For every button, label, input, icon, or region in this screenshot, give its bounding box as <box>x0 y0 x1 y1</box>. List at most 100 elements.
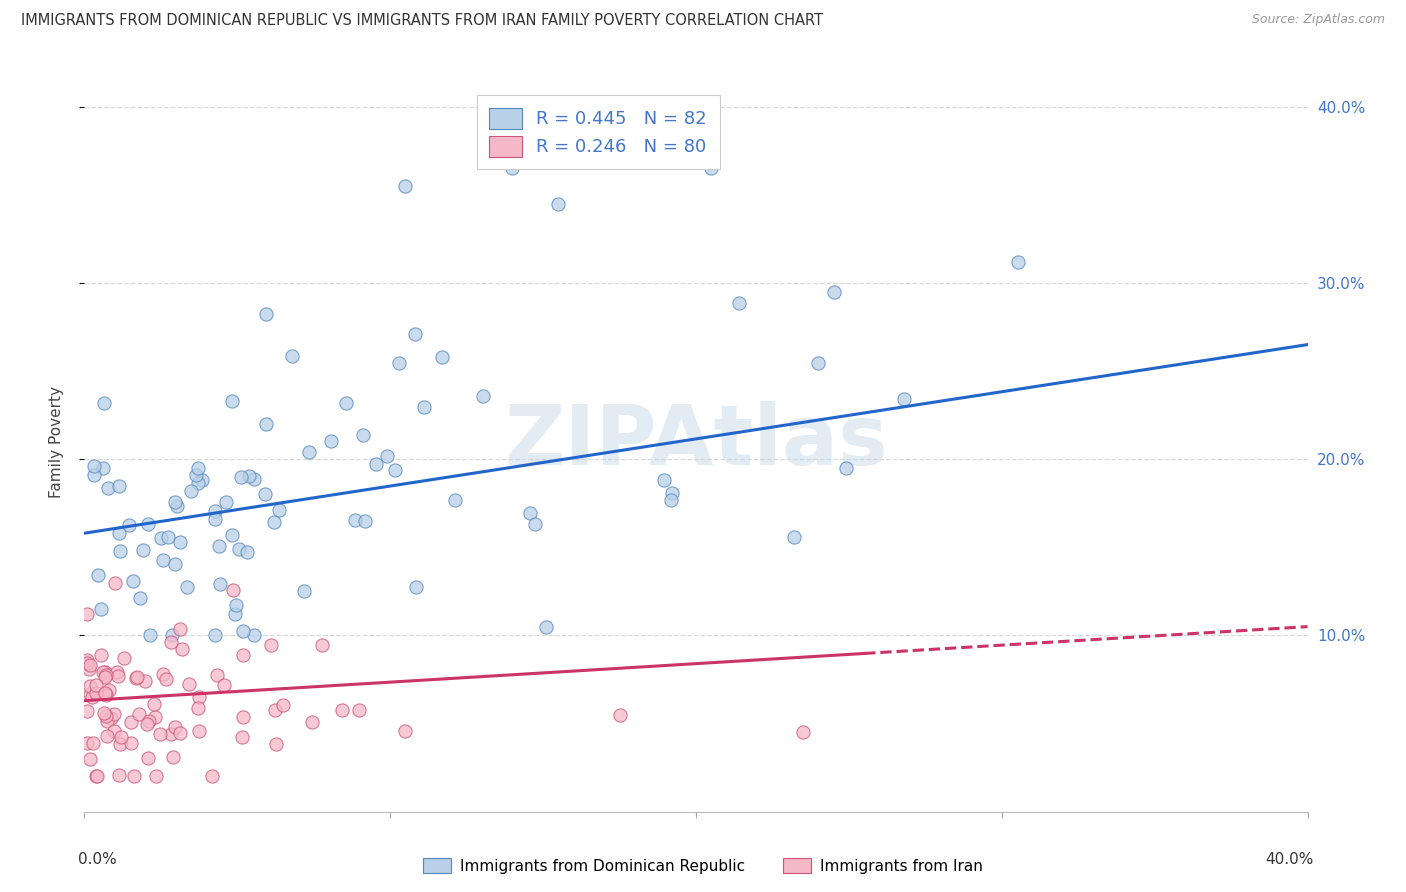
Point <box>76 736 98 750</box>
Point <box>110 543 132 558</box>
Point <box>352 428 374 442</box>
Point <box>149 531 172 545</box>
Point <box>224 607 246 622</box>
Point <box>108 767 131 781</box>
Point <box>432 351 454 365</box>
Point <box>103 707 125 722</box>
Point <box>180 484 202 499</box>
Text: 40.0%: 40.0% <box>1265 853 1313 867</box>
Legend: Immigrants from Dominican Republic, Immigrants from Iran: Immigrants from Dominican Republic, Immi… <box>418 852 988 880</box>
Point <box>301 715 323 730</box>
Point <box>162 750 184 764</box>
Point <box>221 393 243 408</box>
Legend: R = 0.445   N = 82, R = 0.246   N = 80: R = 0.445 N = 82, R = 0.246 N = 80 <box>477 95 720 169</box>
Point <box>120 714 142 729</box>
Point <box>156 530 179 544</box>
Point <box>229 470 252 484</box>
Point <box>394 724 416 739</box>
Point <box>292 583 315 598</box>
Point <box>86 769 108 783</box>
Point <box>83 468 105 483</box>
Point <box>176 580 198 594</box>
Point <box>659 492 682 507</box>
Point <box>82 690 104 705</box>
Point <box>104 575 127 590</box>
Point <box>204 512 226 526</box>
Point <box>404 327 426 342</box>
Point <box>105 665 128 679</box>
Point <box>263 515 285 529</box>
Y-axis label: Family Poverty: Family Poverty <box>49 385 63 498</box>
Text: Source: ZipAtlas.com: Source: ZipAtlas.com <box>1251 13 1385 27</box>
Point <box>160 628 183 642</box>
Point <box>93 396 115 410</box>
Point <box>143 710 166 724</box>
Point <box>652 473 675 487</box>
Point <box>91 665 114 679</box>
Point <box>84 769 107 783</box>
Point <box>124 769 146 783</box>
Point <box>232 624 254 638</box>
Point <box>128 707 150 722</box>
Point <box>319 434 342 449</box>
Point <box>135 717 157 731</box>
Point <box>169 622 191 636</box>
Point <box>112 651 135 665</box>
Point <box>207 539 229 553</box>
Point <box>155 672 177 686</box>
Text: IMMIGRANTS FROM DOMINICAN REPUBLIC VS IMMIGRANTS FROM IRAN FAMILY POVERTY CORREL: IMMIGRANTS FROM DOMINICAN REPUBLIC VS IM… <box>21 13 823 29</box>
Point <box>413 401 436 415</box>
Point <box>122 574 145 588</box>
Point <box>281 349 304 363</box>
Point <box>298 445 321 459</box>
Point <box>405 580 427 594</box>
Point <box>243 628 266 642</box>
Point <box>204 628 226 642</box>
Point <box>138 714 160 728</box>
Point <box>132 542 155 557</box>
Point <box>139 628 162 642</box>
Point <box>254 417 277 431</box>
Point <box>108 525 131 540</box>
Point <box>96 714 118 728</box>
Point <box>96 729 118 743</box>
Point <box>166 499 188 513</box>
Text: 0.0%: 0.0% <box>79 853 117 867</box>
Point <box>231 730 253 744</box>
Point <box>110 730 132 744</box>
Point <box>254 307 277 321</box>
Point <box>384 463 406 477</box>
Point <box>201 769 224 783</box>
Point <box>127 670 149 684</box>
Point <box>209 576 232 591</box>
Point <box>783 530 806 544</box>
Point <box>443 493 465 508</box>
Point <box>792 725 814 739</box>
Point <box>94 709 117 723</box>
Point <box>76 653 98 667</box>
Point <box>79 752 101 766</box>
Point <box>893 392 915 407</box>
Point <box>163 558 186 572</box>
Point <box>661 485 683 500</box>
Point <box>471 389 494 403</box>
Point <box>86 686 108 700</box>
Point <box>343 513 366 527</box>
Point <box>172 642 194 657</box>
Point <box>76 656 98 670</box>
Point <box>264 703 287 717</box>
Point <box>94 670 117 684</box>
Point <box>179 677 201 691</box>
Point <box>187 724 209 739</box>
Point <box>254 487 277 501</box>
Point <box>502 161 524 176</box>
Point <box>86 568 108 582</box>
Point <box>232 648 254 662</box>
Point <box>79 687 101 701</box>
Point <box>76 704 98 718</box>
Point <box>169 535 191 549</box>
Point <box>807 356 830 370</box>
Point <box>1007 255 1029 269</box>
Point <box>108 737 131 751</box>
Point <box>207 668 229 682</box>
